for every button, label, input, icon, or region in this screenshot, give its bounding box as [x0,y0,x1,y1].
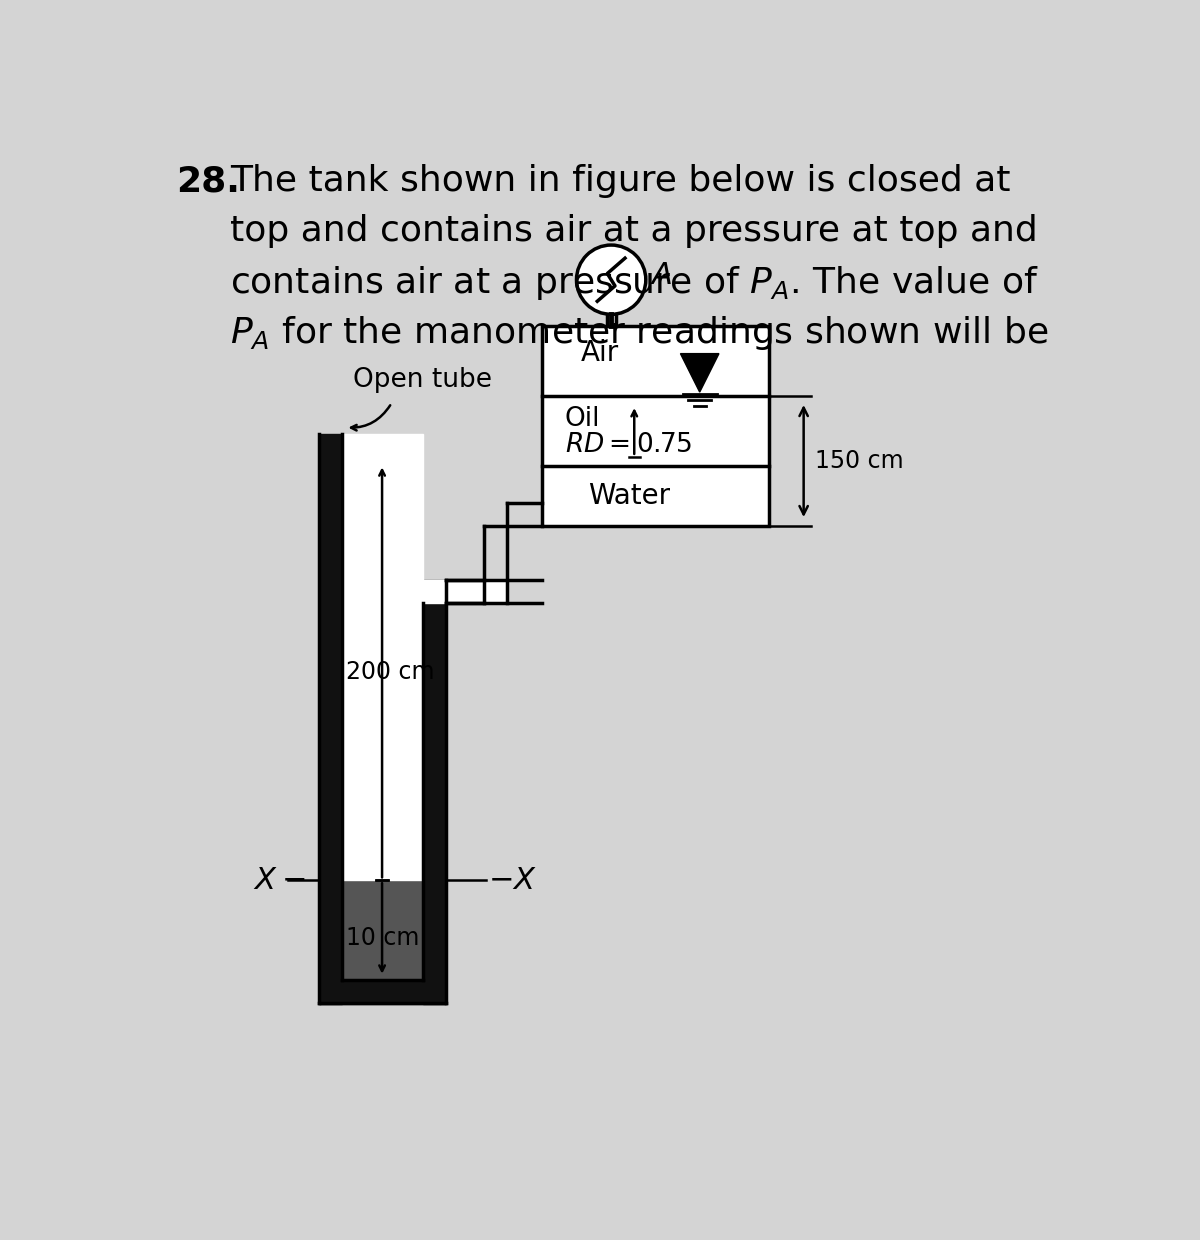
Text: 28.: 28. [176,164,240,198]
Text: 150 cm: 150 cm [815,449,904,472]
Text: 200 cm: 200 cm [346,661,434,684]
Bar [318,434,342,1003]
Bar [342,880,422,981]
Text: Oil: Oil [565,407,600,433]
Text: $X-$: $X-$ [253,866,306,895]
Bar [342,434,422,981]
Text: contains air at a pressure of $P_A$. The value of: contains air at a pressure of $P_A$. The… [230,264,1039,303]
Text: The tank shown in figure below is closed at: The tank shown in figure below is closed… [230,164,1010,198]
Text: 10 cm: 10 cm [346,926,419,950]
Text: $RD = 0.75$: $RD = 0.75$ [565,432,692,458]
Text: Air: Air [581,340,619,367]
Polygon shape [680,353,719,392]
Bar [400,880,422,981]
Circle shape [576,246,646,315]
Text: $P_A$ for the manometer readings shown will be: $P_A$ for the manometer readings shown w… [230,315,1049,352]
Bar [318,981,445,1003]
Text: A: A [652,262,673,290]
Text: Water: Water [588,482,670,510]
Text: top and contains air at a pressure at top and: top and contains air at a pressure at to… [230,215,1038,248]
Bar [342,580,422,880]
Bar [422,580,508,603]
Text: $-X$: $-X$ [488,866,536,895]
Bar [422,580,445,1003]
Bar [542,326,769,526]
Text: Open tube: Open tube [353,367,492,393]
